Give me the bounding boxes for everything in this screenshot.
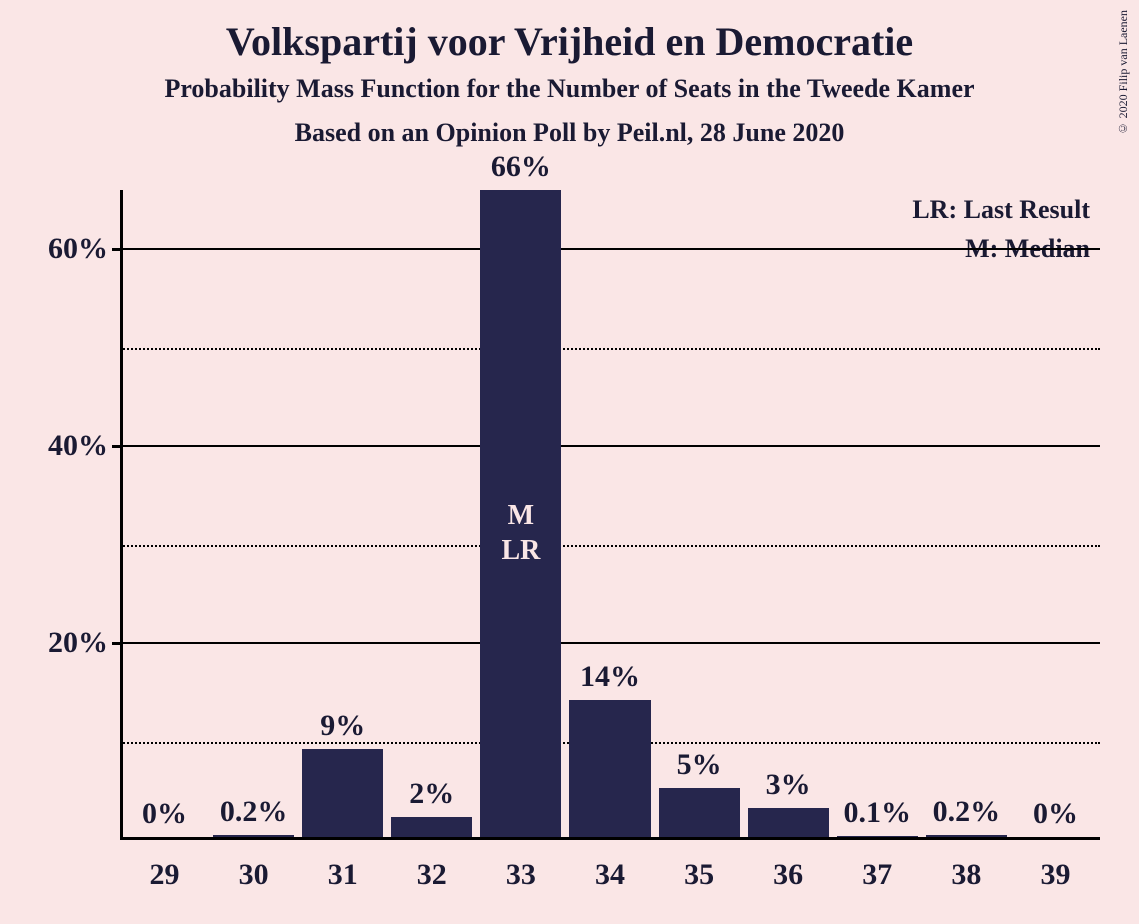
y-tick-label: 20%: [48, 626, 108, 660]
bar-slot: 66%MLR: [476, 190, 565, 840]
x-tick-label: 37: [833, 858, 922, 892]
plot-area: LR: Last Result M: Median 20%40%60% 0%0.…: [120, 190, 1100, 840]
bar: [569, 700, 650, 837]
bar-value-label: 9%: [298, 709, 387, 743]
bar-slot: 0.1%: [833, 190, 922, 840]
bar: [926, 835, 1007, 837]
median-lr-marker: MLR: [476, 498, 565, 568]
bar-value-label: 66%: [476, 150, 565, 184]
x-tick-label: 29: [120, 858, 209, 892]
bar-value-label: 14%: [565, 660, 654, 694]
bar-value-label: 0.2%: [209, 795, 298, 829]
x-tick-label: 39: [1011, 858, 1100, 892]
bar-value-label: 0%: [1011, 797, 1100, 831]
x-tick-label: 32: [387, 858, 476, 892]
x-tick-label: 34: [565, 858, 654, 892]
bar-slot: 2%: [387, 190, 476, 840]
last-result-marker: LR: [476, 533, 565, 568]
bar-slot: 0%: [1011, 190, 1100, 840]
x-tick-label: 35: [655, 858, 744, 892]
bar-value-label: 0%: [120, 797, 209, 831]
x-tick-label: 30: [209, 858, 298, 892]
y-tick-label: 40%: [48, 429, 108, 463]
y-tick-mark: [112, 445, 120, 448]
bar-value-label: 5%: [655, 748, 744, 782]
chart-subtitle-1: Probability Mass Function for the Number…: [0, 74, 1139, 104]
bar: [748, 808, 829, 837]
x-tick-label: 33: [476, 858, 565, 892]
bar-slot: 14%: [565, 190, 654, 840]
bar-slot: 0%: [120, 190, 209, 840]
bar-value-label: 3%: [744, 768, 833, 802]
median-marker: M: [476, 498, 565, 533]
bar-slot: 5%: [655, 190, 744, 840]
bar: [302, 749, 383, 837]
y-tick-mark: [112, 248, 120, 251]
chart-container: Volkspartij voor Vrijheid en Democratie …: [0, 0, 1139, 924]
bars-area: 0%0.2%9%2%66%MLR14%5%3%0.1%0.2%0%: [120, 190, 1100, 840]
bar: [837, 836, 918, 837]
y-tick-label: 60%: [48, 232, 108, 266]
bar-value-label: 0.2%: [922, 795, 1011, 829]
chart-title: Volkspartij voor Vrijheid en Democratie: [0, 18, 1139, 65]
bar-slot: 0.2%: [209, 190, 298, 840]
x-tick-label: 38: [922, 858, 1011, 892]
copyright-text: © 2020 Filip van Laenen: [1116, 10, 1131, 135]
bar: [391, 817, 472, 837]
y-tick-mark: [112, 642, 120, 645]
x-tick-label: 36: [744, 858, 833, 892]
x-tick-label: 31: [298, 858, 387, 892]
bar-value-label: 2%: [387, 777, 476, 811]
bar: [659, 788, 740, 837]
bar-value-label: 0.1%: [833, 796, 922, 830]
chart-subtitle-2: Based on an Opinion Poll by Peil.nl, 28 …: [0, 118, 1139, 148]
bar-slot: 9%: [298, 190, 387, 840]
bar-slot: 3%: [744, 190, 833, 840]
bar: [213, 835, 294, 837]
bar-slot: 0.2%: [922, 190, 1011, 840]
